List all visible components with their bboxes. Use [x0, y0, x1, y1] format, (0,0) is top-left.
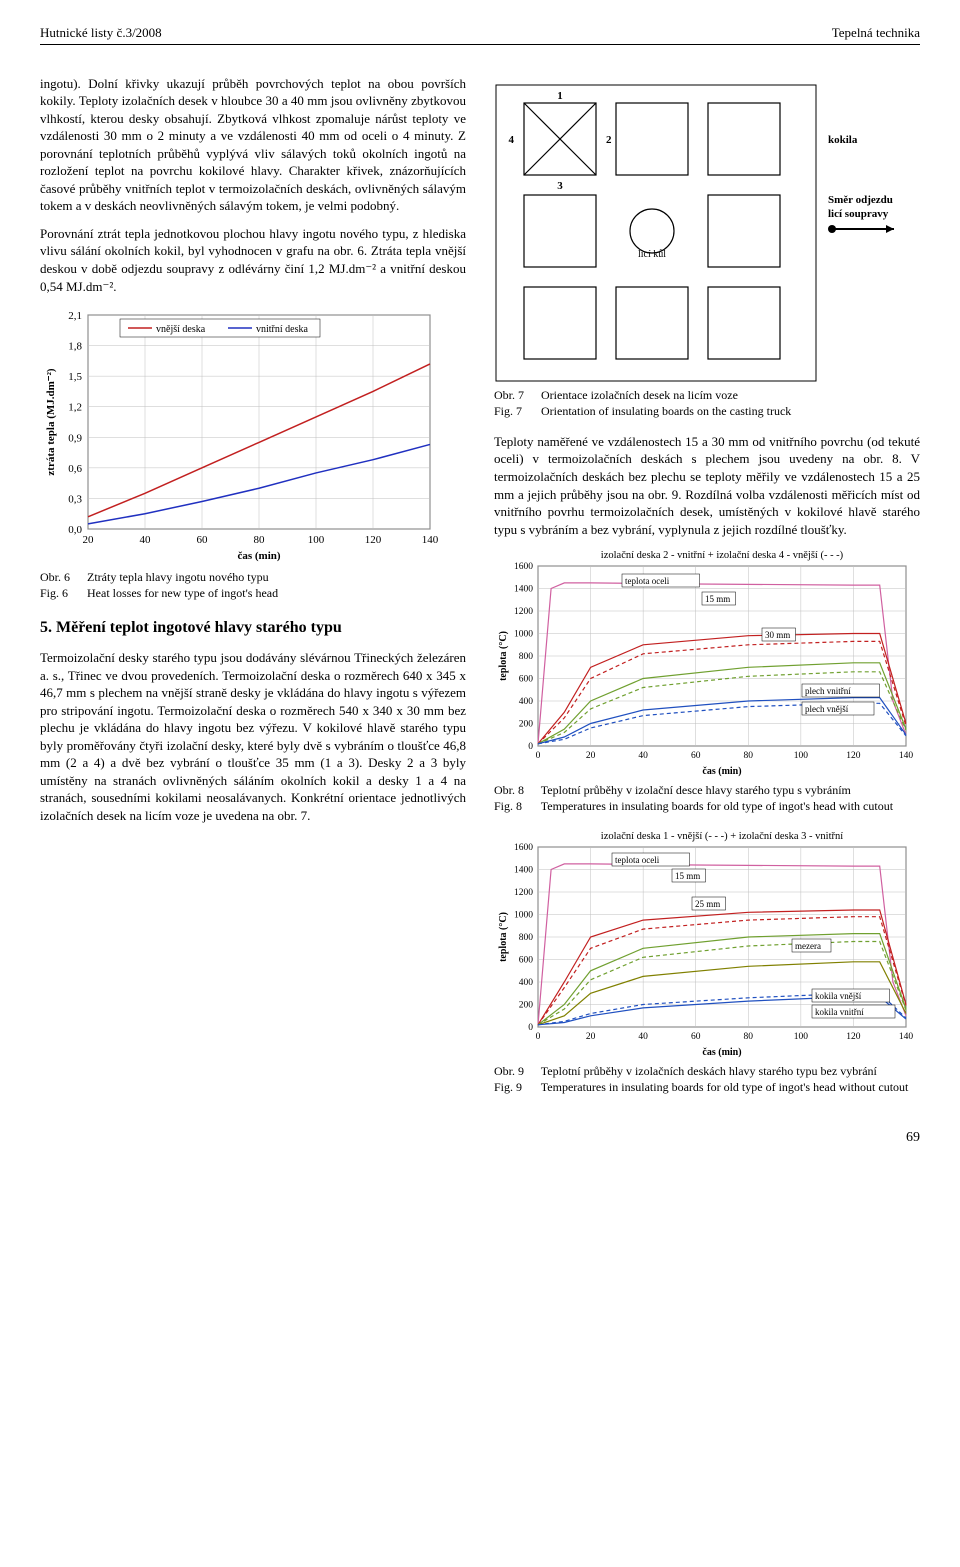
svg-text:140: 140: [422, 534, 439, 546]
svg-text:0: 0: [528, 742, 533, 752]
svg-text:1600: 1600: [514, 843, 533, 853]
svg-text:vnitřní deska: vnitřní deska: [256, 324, 308, 335]
svg-text:200: 200: [519, 720, 534, 730]
svg-text:3: 3: [557, 180, 563, 192]
svg-text:20: 20: [586, 751, 596, 761]
svg-text:0,0: 0,0: [68, 524, 82, 536]
para-1: ingotu). Dolní křivky ukazují průběh pov…: [40, 75, 466, 215]
svg-text:1200: 1200: [514, 888, 533, 898]
svg-text:60: 60: [691, 1032, 701, 1042]
svg-text:1200: 1200: [514, 607, 533, 617]
svg-text:0,9: 0,9: [68, 432, 82, 444]
svg-text:80: 80: [744, 1032, 754, 1042]
svg-text:plech vnější: plech vnější: [805, 704, 849, 714]
right-column: 1 2 3 4 licí kůl kokila Směr odjezdu licí soupr…: [494, 75, 920, 1109]
fig8-caption: Obr. 8 Teplotní průběhy v izolační desce…: [494, 782, 920, 814]
fig8-chart: izolační deska 2 - vnitřní + izolační de…: [494, 548, 920, 778]
svg-text:1,2: 1,2: [68, 402, 82, 414]
svg-text:1400: 1400: [514, 865, 533, 875]
svg-text:120: 120: [846, 751, 861, 761]
svg-text:600: 600: [519, 675, 534, 685]
svg-text:kokila vnitřní: kokila vnitřní: [815, 1007, 864, 1017]
section-5-title: 5. Měření teplot ingotové hlavy starého …: [40, 617, 466, 639]
svg-text:800: 800: [519, 933, 534, 943]
svg-text:vnější deska: vnější deska: [156, 324, 206, 335]
svg-text:140: 140: [899, 751, 914, 761]
fig9-caption: Obr. 9 Teplotní průběhy v izolačních des…: [494, 1063, 920, 1095]
svg-text:20: 20: [586, 1032, 596, 1042]
header-left: Hutnické listy č.3/2008: [40, 24, 162, 42]
svg-text:licí kůl: licí kůl: [638, 249, 666, 260]
svg-text:izolační deska 2 - vnitřní + i: izolační deska 2 - vnitřní + izolační de…: [601, 550, 844, 561]
fig9-chart: izolační deska 1 - vnější (- - -) + izol…: [494, 829, 920, 1059]
svg-text:40: 40: [638, 751, 648, 761]
svg-text:4: 4: [509, 134, 515, 146]
svg-text:0: 0: [536, 1032, 541, 1042]
svg-text:1,5: 1,5: [68, 371, 82, 383]
para-2: Porovnání ztrát tepla jednotkovou plocho…: [40, 225, 466, 295]
svg-text:40: 40: [140, 534, 152, 546]
svg-text:1400: 1400: [514, 585, 533, 595]
svg-text:teplota (°C): teplota (°C): [498, 631, 509, 681]
svg-text:60: 60: [691, 751, 701, 761]
svg-text:0,6: 0,6: [68, 463, 82, 475]
svg-text:Směr odjezdu: Směr odjezdu: [828, 194, 893, 206]
svg-text:čas (min): čas (min): [237, 550, 280, 562]
svg-text:40: 40: [638, 1032, 648, 1042]
svg-text:1,8: 1,8: [68, 341, 82, 353]
para-after-fig7: Teploty naměřené ve vzdálenostech 15 a 3…: [494, 433, 920, 538]
svg-text:teplota oceli: teplota oceli: [615, 855, 660, 865]
svg-text:100: 100: [308, 534, 325, 546]
svg-text:čas (min): čas (min): [702, 1047, 741, 1058]
svg-text:60: 60: [197, 534, 209, 546]
svg-text:čas (min): čas (min): [702, 766, 741, 777]
svg-text:izolační deska 1 - vnější (- -: izolační deska 1 - vnější (- - -) + izol…: [601, 831, 843, 842]
svg-text:mezera: mezera: [795, 941, 821, 951]
para-3: Termoizolační desky starého typu jsou do…: [40, 649, 466, 824]
svg-text:600: 600: [519, 955, 534, 965]
svg-text:25 mm: 25 mm: [695, 899, 720, 909]
fig6-caption: Obr. 6 Ztráty tepla hlavy ingotu nového …: [40, 569, 466, 601]
fig6-chart: 0,0 0,3 0,6 0,9 1,2 1,5 1,8 2,1 20 40 60 80 100 120 14…: [40, 305, 466, 565]
svg-text:kokila vnější: kokila vnější: [815, 991, 862, 1001]
svg-text:plech vnitřní: plech vnitřní: [805, 686, 851, 696]
svg-text:1000: 1000: [514, 630, 533, 640]
svg-text:15 mm: 15 mm: [705, 594, 730, 604]
svg-text:15 mm: 15 mm: [675, 871, 700, 881]
svg-text:1600: 1600: [514, 562, 533, 572]
svg-text:800: 800: [519, 652, 534, 662]
svg-text:licí soupravy: licí soupravy: [828, 208, 889, 220]
svg-text:30 mm: 30 mm: [765, 630, 790, 640]
svg-text:80: 80: [254, 534, 266, 546]
svg-text:20: 20: [83, 534, 95, 546]
svg-text:2: 2: [606, 134, 612, 146]
fig7-caption: Obr. 7 Orientace izolačních desek na lic…: [494, 387, 920, 419]
svg-text:0: 0: [536, 751, 541, 761]
svg-text:400: 400: [519, 697, 534, 707]
header-right: Tepelná technika: [832, 24, 920, 42]
svg-text:80: 80: [744, 751, 754, 761]
svg-text:100: 100: [794, 751, 809, 761]
svg-text:140: 140: [899, 1032, 914, 1042]
svg-text:100: 100: [794, 1032, 809, 1042]
svg-text:teplota oceli: teplota oceli: [625, 576, 670, 586]
fig7-diagram: 1 2 3 4 licí kůl kokila Směr odjezdu licí soupr…: [494, 83, 920, 383]
svg-text:120: 120: [846, 1032, 861, 1042]
svg-text:0: 0: [528, 1023, 533, 1033]
svg-text:1: 1: [557, 90, 563, 102]
svg-text:120: 120: [365, 534, 382, 546]
svg-text:kokila: kokila: [828, 134, 858, 146]
svg-text:ztráta tepla (MJ.dm⁻²): ztráta tepla (MJ.dm⁻²): [45, 368, 57, 475]
svg-text:0,3: 0,3: [68, 494, 82, 506]
svg-text:200: 200: [519, 1000, 534, 1010]
svg-text:1000: 1000: [514, 910, 533, 920]
svg-text:400: 400: [519, 978, 534, 988]
svg-text:2,1: 2,1: [68, 310, 82, 322]
svg-text:teplota (°C): teplota (°C): [498, 912, 509, 962]
page-number: 69: [40, 1129, 920, 1148]
page-header: Hutnické listy č.3/2008 Tepelná technika: [40, 24, 920, 45]
left-column: ingotu). Dolní křivky ukazují průběh pov…: [40, 75, 466, 1109]
